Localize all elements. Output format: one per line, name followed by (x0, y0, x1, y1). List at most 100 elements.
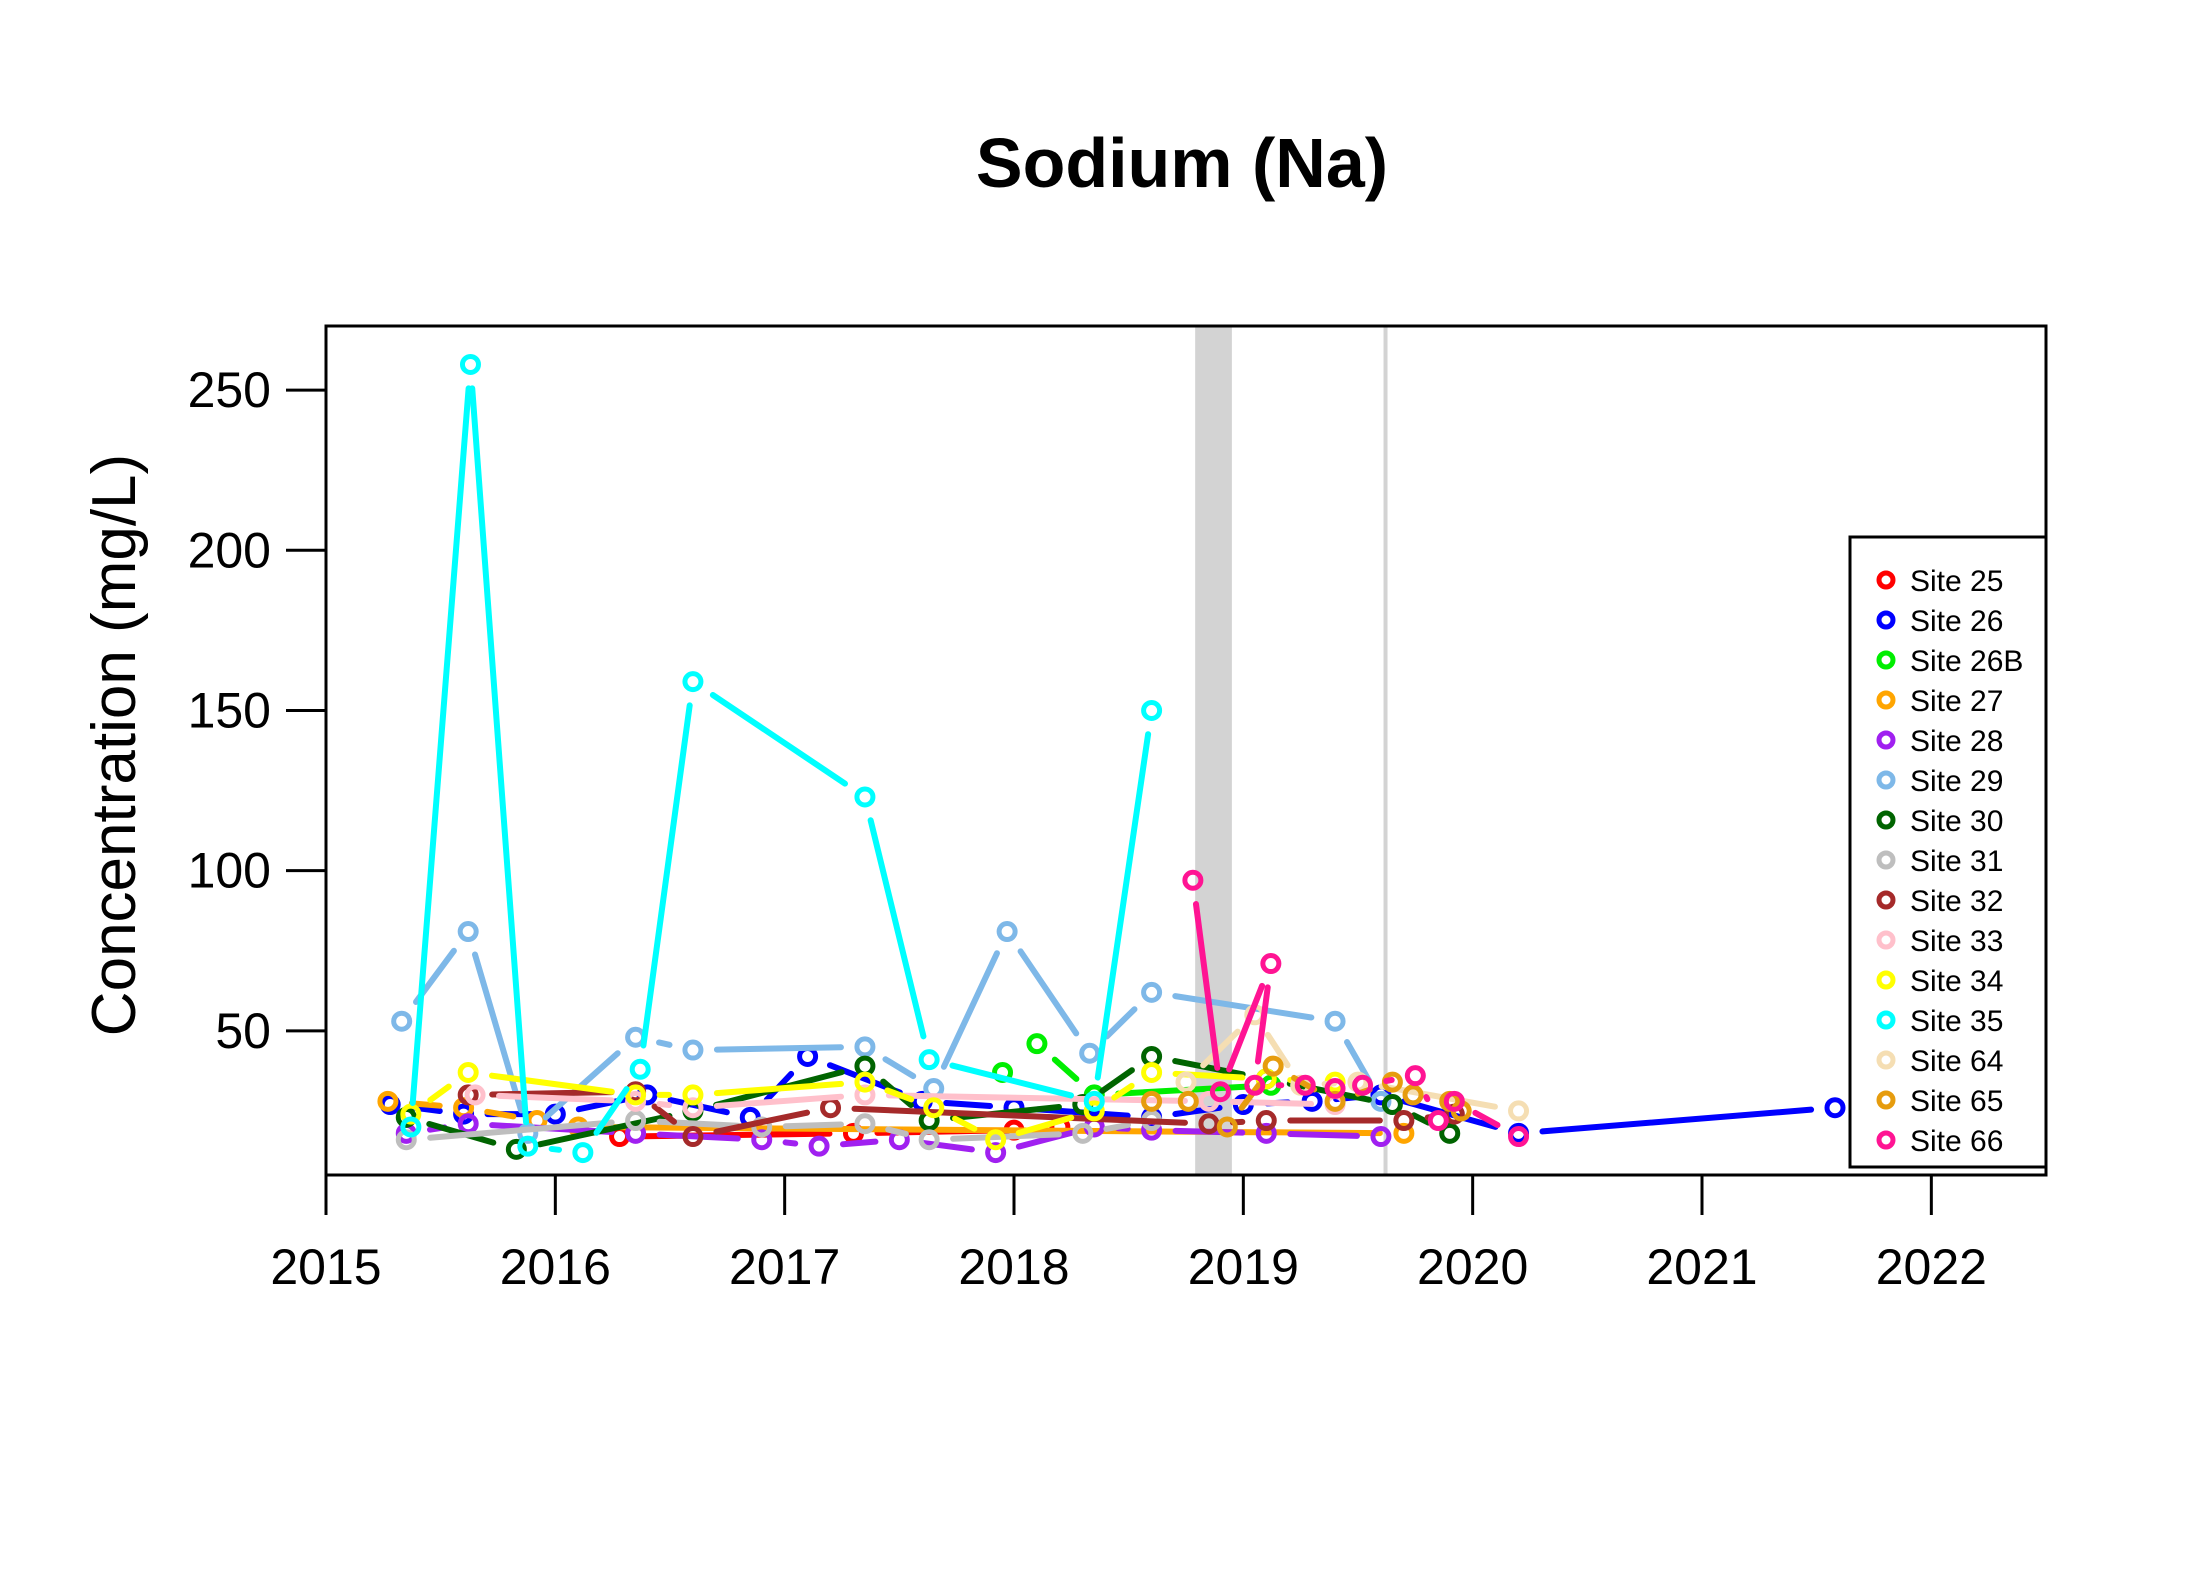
data-point (923, 1097, 945, 1119)
series-line-segment (1111, 1082, 1135, 1101)
data-point (1209, 1081, 1231, 1103)
series-site-31 (395, 1110, 1163, 1151)
data-point (751, 1129, 773, 1151)
data-point (1198, 1113, 1220, 1135)
x-tick-label: 2016 (500, 1239, 611, 1295)
series-line-segment (1410, 1112, 1432, 1126)
legend-marker (1876, 1050, 1896, 1070)
legend-item: Site 26 (1876, 605, 2003, 638)
data-point (918, 1129, 940, 1151)
data-point (1141, 699, 1163, 721)
series-line-segment (1015, 1114, 1075, 1137)
legend-marker (1876, 850, 1896, 870)
data-point (457, 921, 479, 943)
legend-label: Site 25 (1910, 565, 2003, 598)
series-line-segment (1238, 1082, 1262, 1111)
legend-item: Site 66 (1876, 1125, 2003, 1158)
data-point (854, 786, 876, 808)
legend-marker (1876, 570, 1896, 590)
series-line-segment (593, 1086, 630, 1136)
series-line-segment (952, 1115, 978, 1132)
series-line-segment (782, 1121, 844, 1130)
legend-marker (1876, 930, 1896, 950)
legend-marker (1876, 1090, 1896, 1110)
data-point (682, 1097, 704, 1119)
legend-item: Site 64 (1876, 1045, 2003, 1078)
data-point (1370, 1090, 1392, 1112)
data-point (517, 1135, 539, 1157)
data-point (505, 1138, 527, 1160)
legend-item: Site 27 (1876, 685, 2003, 718)
legend-label: Site 29 (1910, 765, 2003, 798)
data-point (1175, 1071, 1197, 1093)
data-point (1324, 1090, 1346, 1112)
series-line-segment (884, 1087, 915, 1103)
series-line-segment (471, 951, 525, 1114)
legend-marker (1876, 770, 1896, 790)
series-line-segment (1051, 1056, 1080, 1082)
data-point (1824, 1097, 1846, 1119)
legend-marker (1876, 610, 1896, 630)
legend-item: Site 32 (1876, 885, 2003, 918)
series-line-segment (408, 1100, 443, 1109)
series-line-segment (940, 950, 1000, 1070)
data-point (457, 1084, 479, 1106)
series-line-segment (1172, 1058, 1246, 1078)
data-point (1508, 1100, 1530, 1122)
series-line-segment (656, 1100, 673, 1109)
series-line-segment (782, 1139, 799, 1147)
series-line-segment (536, 1113, 673, 1148)
data-point (751, 1116, 773, 1138)
legend-label: Site 30 (1910, 805, 2003, 838)
series-line-segment (1017, 948, 1080, 1037)
data-point (1026, 1033, 1048, 1055)
data-point (1370, 1126, 1392, 1148)
legend-marker (1876, 1010, 1896, 1030)
legend-item: Site 65 (1876, 1085, 2003, 1118)
series-line-segment (943, 1099, 994, 1110)
legend-item: Site 29 (1876, 765, 2003, 798)
series-line-segment (1103, 1006, 1138, 1040)
series-site-66 (1182, 869, 1530, 1148)
series-line-segment (484, 1108, 517, 1120)
legend-label: Site 34 (1910, 965, 2003, 998)
series-line-segment (1200, 1028, 1241, 1069)
legend-label: Site 32 (1910, 885, 2003, 918)
series-line-segment (1192, 901, 1221, 1071)
series-line-segment (656, 1039, 673, 1048)
data-point (854, 1113, 876, 1135)
data-point (808, 1135, 830, 1157)
x-tick-label: 2022 (1876, 1239, 1987, 1295)
series-line-segment (1254, 984, 1271, 1065)
legend-item: Site 25 (1876, 565, 2003, 598)
data-point (1294, 1074, 1316, 1096)
series-line-segment (949, 1062, 1074, 1099)
y-tick-label: 100 (188, 843, 271, 899)
data-point (391, 1010, 413, 1032)
data-point (1255, 1110, 1277, 1132)
series-line-segment (651, 1103, 678, 1125)
series-line-segment (882, 1056, 917, 1080)
data-point (682, 1084, 704, 1106)
series-line-segment (1472, 1109, 1501, 1129)
data-point (625, 1084, 647, 1106)
x-tick-label: 2020 (1417, 1239, 1528, 1295)
legend-marker (1876, 650, 1896, 670)
legend-label: Site 28 (1910, 725, 2003, 758)
data-point (1141, 1090, 1163, 1112)
legend-item: Site 33 (1876, 925, 2003, 958)
data-point (517, 1122, 539, 1144)
data-point (1352, 1074, 1374, 1096)
series-line-segment (427, 1119, 615, 1141)
data-point (1216, 1116, 1238, 1138)
series-line-segment (1539, 1106, 1815, 1135)
series-line-segment (950, 1131, 1062, 1142)
data-point (464, 1084, 486, 1106)
legend-marker (1876, 1130, 1896, 1150)
legend-marker (1876, 810, 1896, 830)
data-point (1244, 1074, 1266, 1096)
data-point (629, 1058, 651, 1080)
series-line-segment (1401, 1098, 1499, 1130)
axes: 2015 2016 2017 2018 2019 2020 2021 2022 50 100 150… (188, 324, 2048, 1295)
data-point (1443, 1090, 1465, 1112)
